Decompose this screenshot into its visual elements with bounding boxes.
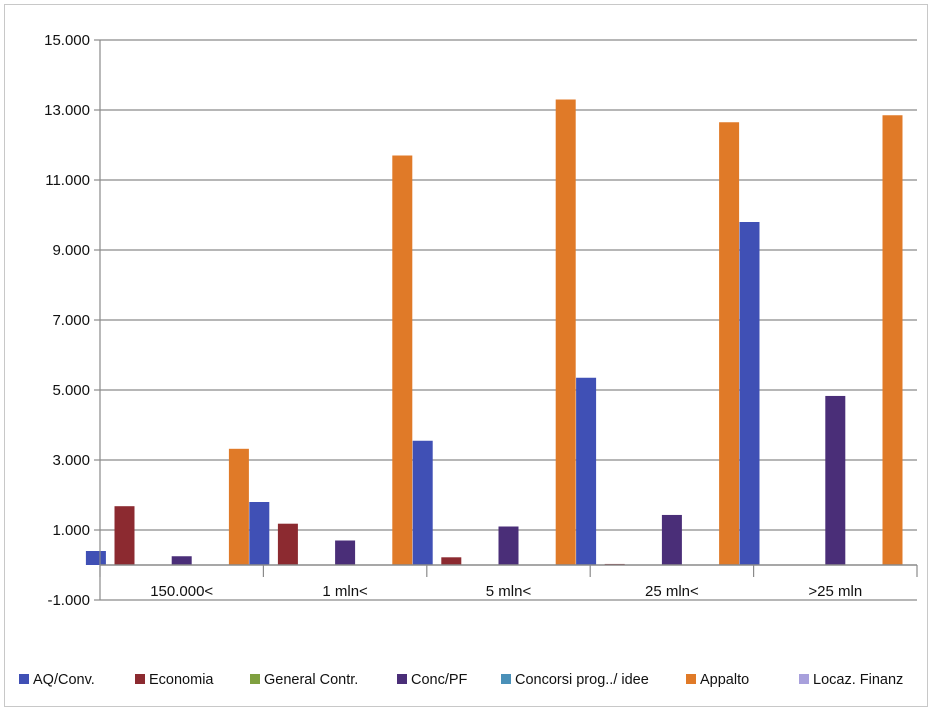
bar: [719, 122, 740, 565]
legend-swatch: [135, 674, 145, 684]
legend-label: Economia: [149, 672, 214, 688]
y-tick-label: 15.000: [44, 32, 90, 49]
legend-swatch: [250, 674, 260, 684]
x-tick-label: 5 mln<: [486, 583, 532, 600]
legend-label: AQ/Conv.: [33, 672, 95, 688]
x-tick-label: 150.000<: [150, 583, 213, 600]
y-tick-label: 11.000: [45, 172, 90, 189]
legend-label: Conc/PF: [411, 672, 468, 688]
bar: [576, 377, 597, 565]
bars: [85, 99, 903, 565]
x-tick-label: 25 mln<: [645, 583, 699, 600]
bar: [661, 514, 682, 565]
y-axis-tick-labels: -1.000 1.000 3.000 5.000 7.000 9.000 11.000 13.…: [44, 32, 90, 609]
bar: [114, 506, 135, 565]
y-tick-label: 5.000: [52, 382, 90, 399]
bar: [228, 448, 249, 565]
y-tick-label: 9.000: [52, 242, 90, 259]
bar: [171, 556, 192, 565]
bar: [412, 440, 433, 565]
x-tick-label: >25 mln: [808, 583, 862, 600]
x-axis-tick-labels: 150.000< 1 mln< 5 mln< 25 mln< >25 mln: [150, 583, 862, 600]
bar: [498, 526, 519, 565]
legend-swatch: [397, 674, 407, 684]
y-tick-label: 1.000: [52, 522, 90, 539]
legend-label: Appalto: [700, 672, 749, 688]
y-tick-label: 7.000: [52, 312, 90, 329]
bar: [249, 502, 270, 565]
bar-chart: -1.000 1.000 3.000 5.000 7.000 9.000 11.000 13.…: [19, 32, 918, 688]
bar: [555, 99, 576, 565]
legend-swatch: [686, 674, 696, 684]
legend-label: Locaz. Finanz: [813, 672, 903, 688]
y-tick-label: 13.000: [44, 102, 90, 119]
legend-swatch: [799, 674, 809, 684]
bar: [739, 222, 760, 565]
y-tick-label: -1.000: [47, 592, 90, 609]
y-tick-label: 3.000: [52, 452, 90, 469]
bar: [335, 540, 356, 565]
bar: [825, 395, 846, 565]
bar: [85, 551, 106, 565]
legend-swatch: [19, 674, 29, 684]
bar: [441, 557, 462, 565]
legend-label: Concorsi prog../ idee: [515, 672, 649, 688]
x-tick-label: 1 mln<: [322, 583, 368, 600]
bar: [277, 523, 298, 565]
bar: [882, 115, 903, 565]
legend: AQ/Conv. Economia General Contr. Conc/PF Con…: [19, 672, 903, 688]
axes: [94, 39, 918, 601]
legend-swatch: [501, 674, 511, 684]
gridlines: [100, 39, 917, 601]
legend-label: General Contr.: [264, 672, 358, 688]
chart-frame: -1.000 1.000 3.000 5.000 7.000 9.000 11.000 13.…: [4, 4, 928, 707]
bar: [392, 155, 413, 565]
